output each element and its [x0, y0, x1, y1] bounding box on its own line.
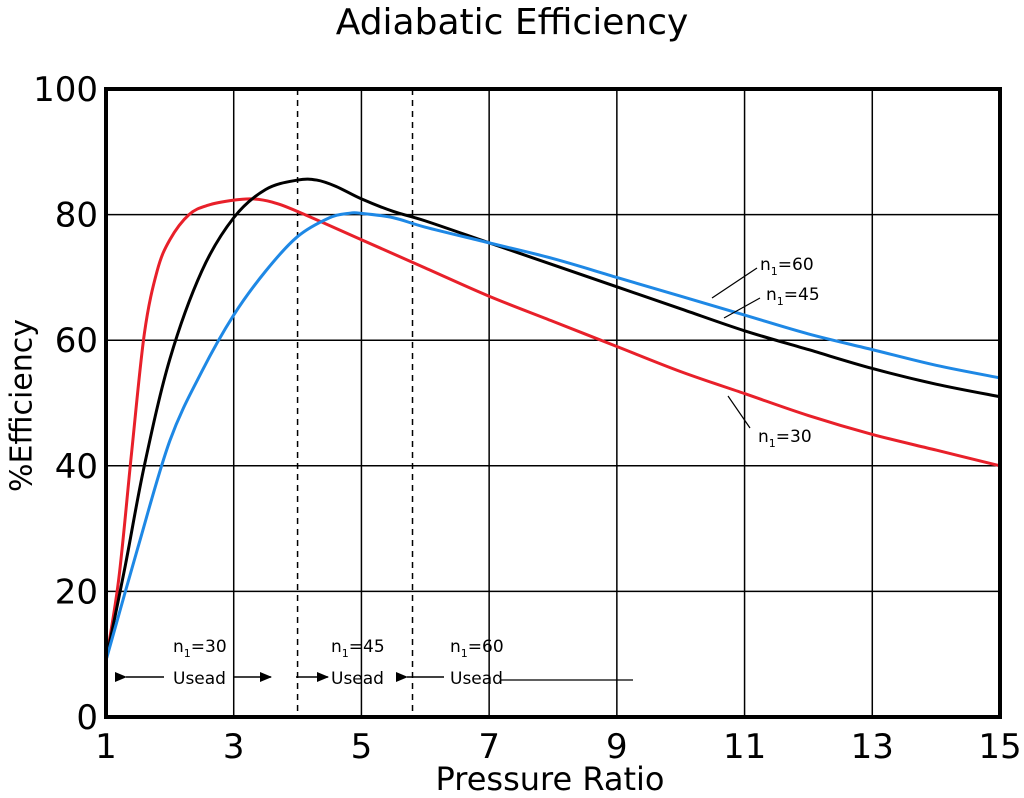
chart-title: Adiabatic Efficiency	[335, 2, 689, 43]
x-tick-label: 1	[95, 727, 117, 767]
y-tick-label: 80	[55, 196, 98, 236]
y-tick-label: 100	[33, 70, 98, 110]
curve-label-n30: n1=30	[758, 427, 812, 450]
leader-line	[723, 297, 761, 319]
range-usead-label: Usead	[450, 669, 503, 689]
curve-label-n45: n1=45	[766, 285, 820, 308]
series-line	[104, 211, 1001, 661]
curve-label-n60: n1=60	[760, 255, 814, 278]
series-line	[104, 197, 1001, 661]
x-tick-label: 3	[223, 727, 245, 767]
leader-line	[727, 395, 751, 429]
x-tick-label: 11	[723, 727, 766, 767]
range-usead-label: Usead	[173, 669, 226, 689]
range-label-n30: n1=30	[173, 637, 227, 660]
y-tick-label: 20	[55, 572, 98, 612]
annotations: n1=60 n1=45 n1=30 n1=30 Usead n1=45 Usead n1=60…	[115, 255, 820, 689]
range-usead-label: Usead	[331, 669, 384, 689]
y-tick-label: 0	[76, 698, 98, 738]
x-tick-label: 13	[851, 727, 894, 767]
x-tick-label: 7	[478, 727, 500, 767]
x-axis-label: Pressure Ratio	[435, 760, 665, 798]
y-tick-label: 40	[55, 447, 98, 487]
x-tick-label: 9	[606, 727, 628, 767]
range-label-n45: n1=45	[331, 637, 385, 660]
plot-frame	[104, 87, 1002, 719]
range-label-n60: n1=60	[450, 637, 504, 660]
y-tick-label: 60	[55, 321, 98, 361]
leader-line	[711, 267, 758, 299]
x-tick-label: 15	[978, 727, 1021, 767]
plot-border	[104, 87, 1002, 719]
x-tick-label: 5	[351, 727, 373, 767]
series-line	[104, 177, 1001, 661]
series-group	[104, 177, 1001, 661]
grid	[106, 89, 1000, 717]
